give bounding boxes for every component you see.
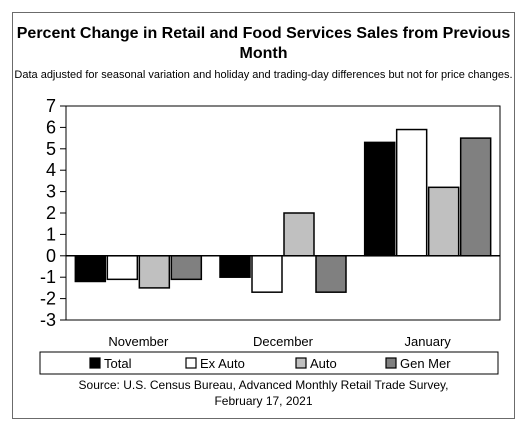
y-tick-label: 3 xyxy=(46,182,56,202)
legend-swatch-gen-mer xyxy=(385,357,397,369)
chart-title: Percent Change in Retail and Food Servic… xyxy=(16,25,511,62)
bar-total-december xyxy=(219,255,251,278)
bars xyxy=(74,128,492,293)
legend-swatch-auto xyxy=(295,357,307,369)
legend-label-gen-mer: Gen Mer xyxy=(400,356,451,371)
plot-area-border xyxy=(65,105,501,321)
y-tick-label: 7 xyxy=(46,96,56,116)
bar-auto-november xyxy=(138,255,171,289)
y-tick-label: 0 xyxy=(46,246,56,266)
bar-ex-auto-december xyxy=(251,255,283,293)
category-label-january: January xyxy=(405,334,452,349)
legend-label-total: Total xyxy=(104,356,132,371)
y-tick-label: 2 xyxy=(46,203,56,223)
legend-swatch-total xyxy=(89,357,101,369)
source-note: Source: U.S. Census Bureau, Advanced Mon… xyxy=(12,377,515,409)
chart-subtitle: Data adjusted for seasonal variation and… xyxy=(14,69,513,81)
bar-total-november xyxy=(74,255,107,283)
bar-gen-mer-january xyxy=(459,137,492,257)
y-tick-label: -2 xyxy=(40,289,56,309)
bar-total-january xyxy=(363,141,396,257)
legend-label-ex-auto: Ex Auto xyxy=(200,356,245,371)
legend: Total Ex Auto Auto Gen Mer xyxy=(89,356,451,371)
bar-ex-auto-november xyxy=(106,255,139,281)
y-tick-label: 4 xyxy=(46,160,56,180)
category-labels: November December January xyxy=(108,334,451,349)
source-line-1: Source: U.S. Census Bureau, Advanced Mon… xyxy=(78,378,449,392)
y-tick-label: 5 xyxy=(46,139,56,159)
y-tick-label: 1 xyxy=(46,224,56,244)
bar-gen-mer-november xyxy=(170,255,203,281)
category-label-november: November xyxy=(108,334,169,349)
y-tick-label: 6 xyxy=(46,117,56,137)
legend-label-auto: Auto xyxy=(310,356,337,371)
bar-gen-mer-december xyxy=(315,255,347,293)
legend-swatch-ex-auto xyxy=(185,357,197,369)
source-line-2: February 17, 2021 xyxy=(214,394,313,408)
y-tick-label: -1 xyxy=(40,267,56,287)
y-tick-label: -3 xyxy=(40,310,56,330)
legend-box xyxy=(39,351,499,375)
bar-auto-december xyxy=(283,212,315,257)
category-label-december: December xyxy=(253,334,314,349)
bar-ex-auto-january xyxy=(395,128,428,257)
bar-auto-january xyxy=(427,186,460,257)
